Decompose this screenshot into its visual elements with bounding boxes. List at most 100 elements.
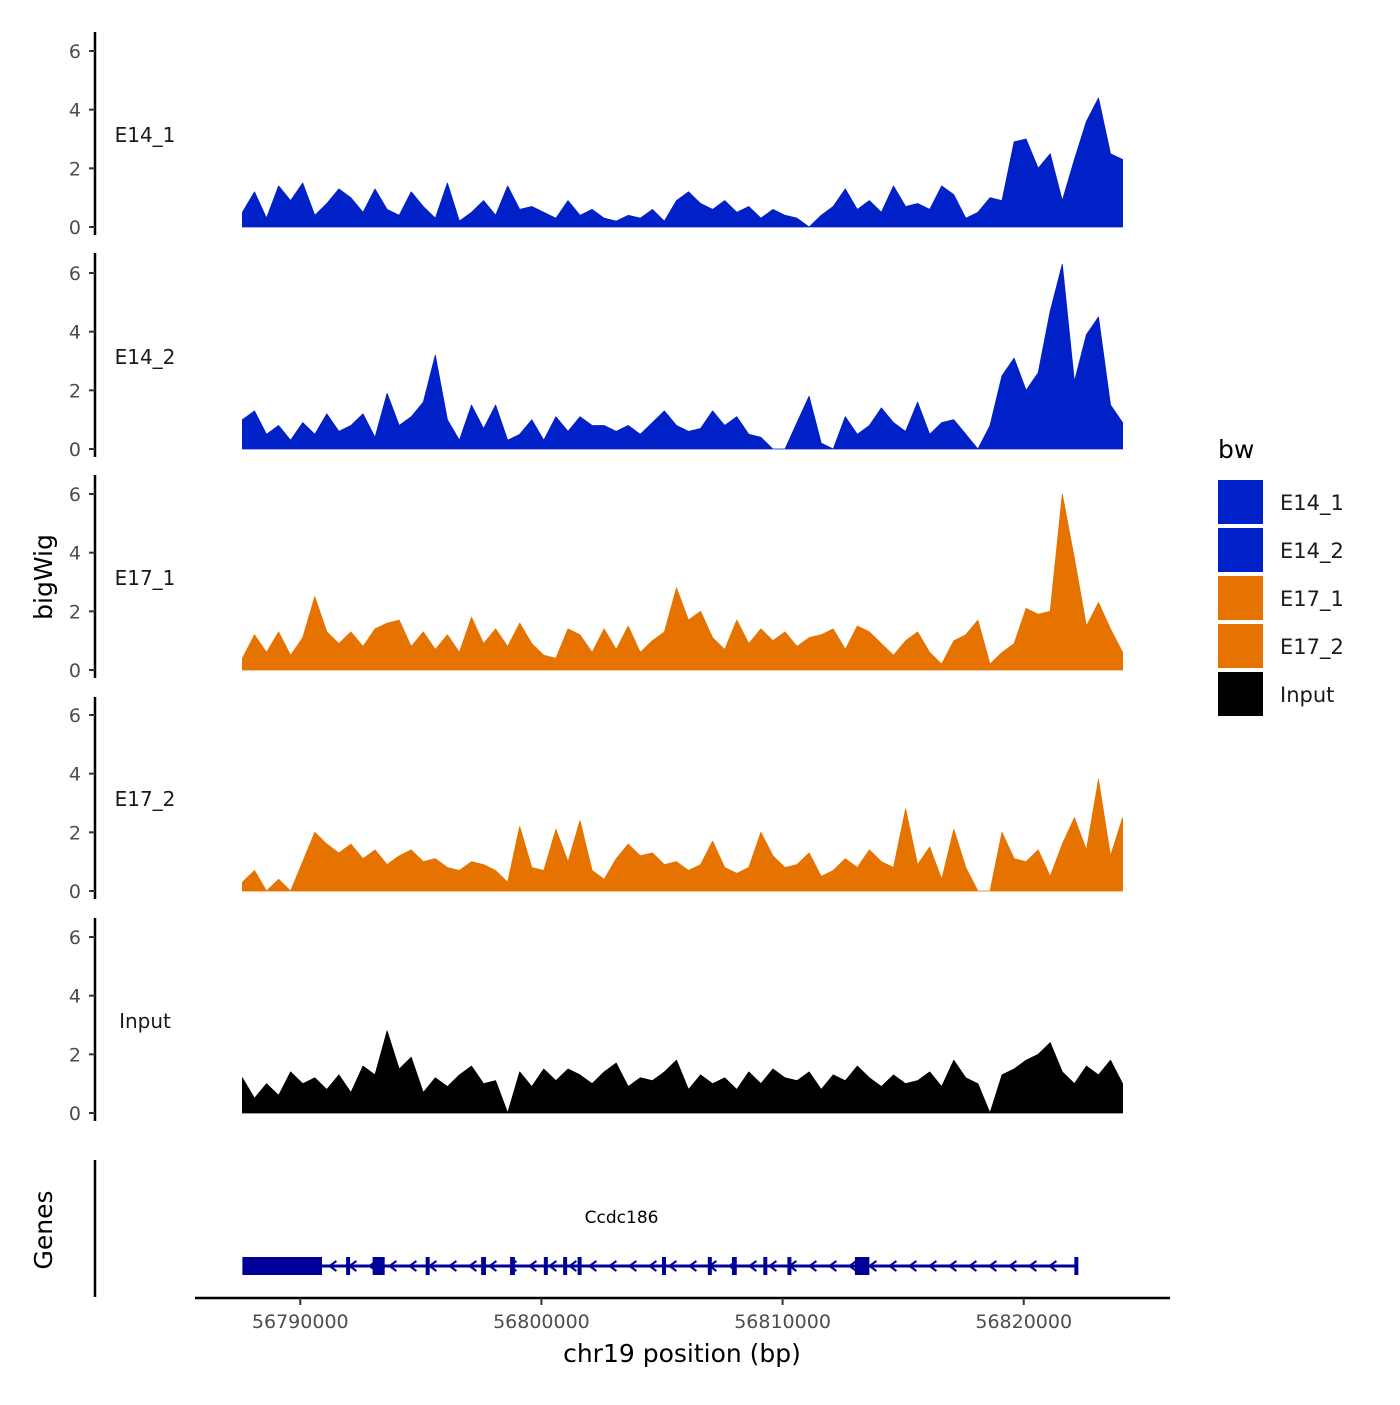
genes-layer: Genes Ccdc186: [29, 1160, 1079, 1297]
strand-arrow: [387, 1260, 397, 1272]
gene-exon: [707, 1257, 712, 1275]
track-E17_1: 0 2 4 6 E17_1: [69, 475, 1123, 682]
strand-arrow: [747, 1260, 757, 1272]
signal-area-E17_2: [242, 779, 1123, 892]
strand-arrow: [1027, 1260, 1037, 1272]
strand-arrow: [407, 1260, 417, 1272]
strand-arrow: [987, 1260, 997, 1272]
gene-exon: [372, 1257, 385, 1275]
legend-title: bw: [1218, 435, 1254, 464]
y-tick-label: 6: [69, 484, 81, 506]
strand-arrow: [847, 1260, 857, 1272]
x-tick-label: 56820000: [975, 1311, 1072, 1333]
legend-swatch-Input: [1218, 672, 1263, 716]
y-tick-label: 2: [69, 158, 81, 180]
tracks-layer: 0 2 4 6 E14_1 0 2 4 6 E14_2 0 2 4 6 E17_1 0 2 4 6 E17_2 0 2 4 6…: [69, 32, 1123, 1125]
signal-area-E14_2: [242, 263, 1123, 450]
legend-label-Input: Input: [1280, 683, 1334, 707]
strand-arrow: [867, 1260, 877, 1272]
legend-swatch-E17_2: [1218, 624, 1263, 668]
gene-exon: [854, 1257, 870, 1275]
strand-arrow: [687, 1260, 697, 1272]
legend-label-E17_2: E17_2: [1280, 635, 1344, 660]
y-tick-label: 0: [69, 660, 81, 682]
strand-arrow: [947, 1260, 957, 1272]
strand-arrow: [487, 1260, 497, 1272]
y-tick-label: 0: [69, 439, 81, 461]
x-tick-label: 56790000: [252, 1311, 349, 1333]
x-axis: chr19 position (bp) 56790000 56800000 5681…: [195, 1296, 1170, 1368]
x-tick-label: 56800000: [493, 1311, 590, 1333]
y-tick-label: 2: [69, 601, 81, 623]
gene-exon: [763, 1257, 768, 1275]
gene-exon: [481, 1257, 486, 1275]
gene-exon: [662, 1257, 667, 1275]
track-E14_1: 0 2 4 6 E14_1: [69, 32, 1123, 239]
gene-exon: [242, 1257, 322, 1275]
y-tick-label: 0: [69, 881, 81, 903]
gene-exon: [563, 1257, 568, 1275]
y-tick-label: 4: [69, 764, 81, 786]
legend-swatch-E14_2: [1218, 528, 1263, 572]
legend: bw E14_1 E14_2 E17_1 E17_2 Input: [1218, 435, 1344, 716]
gene-exon: [510, 1257, 515, 1275]
gene-exon: [425, 1257, 430, 1275]
y-tick-label: 2: [69, 822, 81, 844]
strand-arrow: [927, 1260, 937, 1272]
y-tick-label: 0: [69, 1103, 81, 1125]
signal-area-E14_1: [242, 97, 1123, 228]
strand-arrow: [967, 1260, 977, 1272]
track-label: E14_2: [115, 345, 176, 369]
x-tick-label: 56810000: [734, 1311, 831, 1333]
track-E14_2: 0 2 4 6 E14_2: [69, 253, 1123, 461]
track-label: Input: [119, 1009, 171, 1033]
track-label: E17_2: [115, 787, 176, 811]
gene-name-label: Ccdc186: [585, 1208, 659, 1228]
strand-arrow: [627, 1260, 637, 1272]
genes-axis-title: Genes: [29, 1190, 58, 1269]
signal-area-Input: [242, 1030, 1123, 1114]
y-tick-label: 6: [69, 705, 81, 727]
gene-Ccdc186: Ccdc186: [242, 1208, 1079, 1275]
y-tick-label: 4: [69, 322, 81, 344]
strand-arrow: [467, 1260, 477, 1272]
y-tick-label: 2: [69, 1044, 81, 1066]
gene-exon: [787, 1257, 792, 1275]
y-tick-label: 4: [69, 543, 81, 565]
track-Input: 0 2 4 6 Input: [69, 918, 1123, 1125]
strand-arrow: [907, 1260, 917, 1272]
strand-arrow: [567, 1260, 577, 1272]
legend-swatch-E14_1: [1218, 480, 1263, 524]
legend-label-E17_1: E17_1: [1280, 587, 1344, 612]
strand-arrow: [607, 1260, 617, 1272]
strand-arrow: [447, 1260, 457, 1272]
x-axis-title: chr19 position (bp): [563, 1339, 801, 1368]
track-label: E14_1: [115, 123, 176, 147]
strand-arrow: [807, 1260, 817, 1272]
strand-arrow: [887, 1260, 897, 1272]
signal-area-E17_1: [242, 493, 1123, 671]
strand-arrow: [667, 1260, 677, 1272]
strand-arrow: [327, 1260, 337, 1272]
y-axis-title: bigWig: [29, 534, 58, 620]
strand-arrow: [827, 1260, 837, 1272]
y-tick-label: 0: [69, 217, 81, 239]
strand-arrow: [1047, 1260, 1057, 1272]
y-tick-label: 6: [69, 927, 81, 949]
gene-exon: [346, 1257, 351, 1275]
gene-exon: [731, 1257, 737, 1275]
y-tick-label: 4: [69, 986, 81, 1008]
y-tick-label: 4: [69, 100, 81, 122]
strand-arrow: [547, 1260, 557, 1272]
legend-label-E14_1: E14_1: [1280, 491, 1344, 516]
gene-exon: [1074, 1257, 1079, 1275]
strand-arrow: [1007, 1260, 1017, 1272]
strand-arrow: [767, 1260, 777, 1272]
track-label: E17_1: [115, 566, 176, 590]
legend-swatch-E17_1: [1218, 576, 1263, 620]
gene-exon: [543, 1257, 548, 1275]
gene-exon: [577, 1257, 582, 1275]
strand-arrow: [647, 1260, 657, 1272]
